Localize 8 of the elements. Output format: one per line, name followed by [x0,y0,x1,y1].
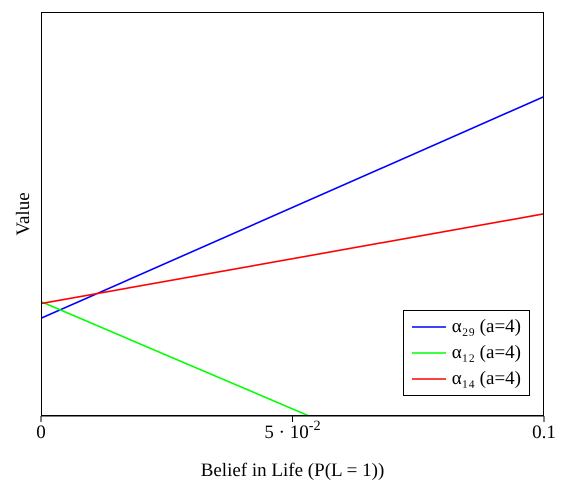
legend-label: α₁₂ (a=4) [452,341,521,365]
legend-label: α₁₄ (a=4) [452,367,521,391]
x-tick-label: 5 · 10$^{-2}$ [264,418,321,443]
legend-label: α₂₉ (a=4) [452,315,521,339]
y-axis-title: Value [13,192,35,236]
x-tick-label: 0.1 [532,422,556,443]
x-tick-label: 0 [36,422,46,443]
x-axis-title: Belief in Life (P(L = 1)) [200,460,384,481]
